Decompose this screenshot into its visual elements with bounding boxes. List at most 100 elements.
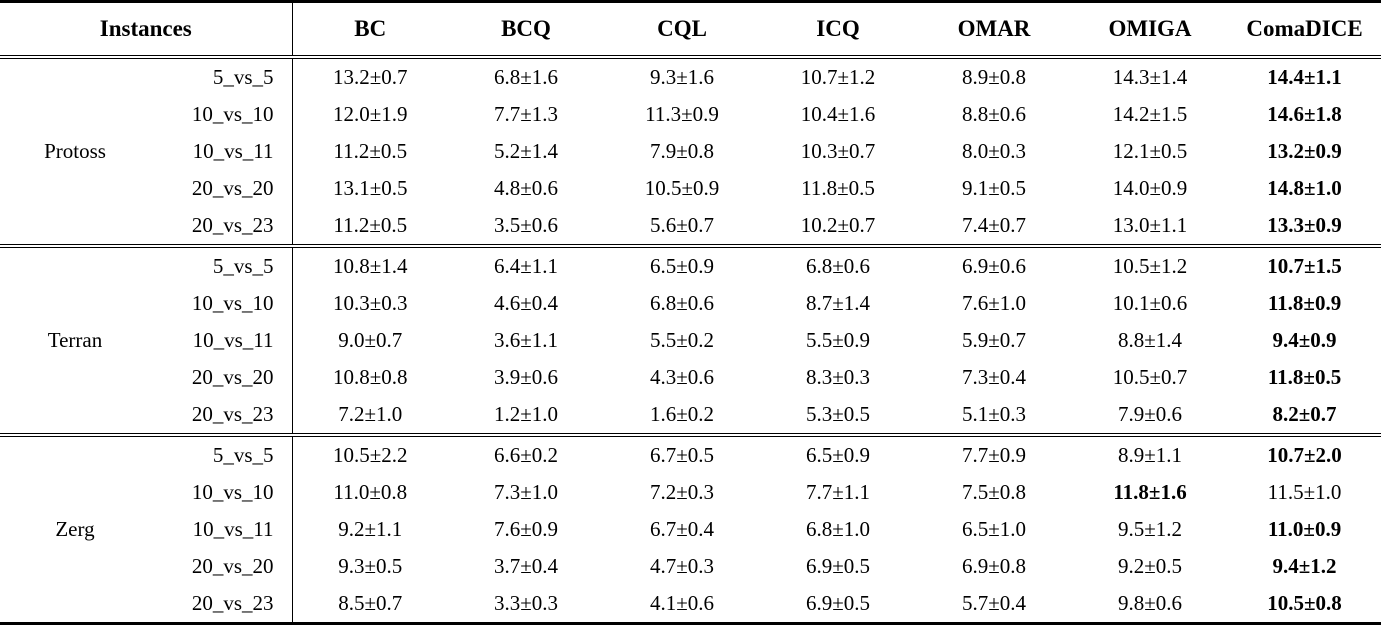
group-terran: Terran 5_vs_5 10.8±1.4 6.4±1.1 6.5±0.9 6.8±0.…	[0, 246, 1381, 435]
value-cell-comadice: 10.5±0.8	[1267, 591, 1342, 615]
value-cell-cql: 5.5±0.2	[650, 328, 715, 352]
table-row: 10_vs_11 9.0±0.7 3.6±1.1 5.5±0.2 5.5±0.9 5.9±…	[0, 322, 1381, 359]
table-row: 20_vs_20 10.8±0.8 3.9±0.6 4.3±0.6 8.3±0.3 7.3…	[0, 359, 1381, 396]
value-cell-omiga: 8.8±1.4	[1118, 328, 1183, 352]
value-cell-bc: 11.2±0.5	[333, 213, 408, 237]
value-cell-omiga: 14.2±1.5	[1112, 102, 1188, 126]
value-cell-omiga: 14.3±1.4	[1112, 65, 1188, 89]
value-cell-comadice: 11.0±0.9	[1267, 517, 1342, 541]
value-cell-cql: 5.6±0.7	[650, 213, 715, 237]
value-cell-comadice: 11.8±0.9	[1267, 291, 1342, 315]
instance-label: 10_vs_11	[150, 511, 293, 548]
header-row: Instances BC BCQ CQL ICQ OMAR OMIGA Coma…	[0, 1, 1381, 59]
value-cell-icq: 5.5±0.9	[806, 328, 871, 352]
value-cell-bcq: 3.9±0.6	[494, 365, 559, 389]
instance-label: 10_vs_10	[150, 96, 293, 133]
value-cell-comadice: 14.8±1.0	[1267, 176, 1342, 200]
table-row: 10_vs_10 10.3±0.3 4.6±0.4 6.8±0.6 8.7±1.4 7.6…	[0, 285, 1381, 322]
column-header-bcq: BCQ	[448, 1, 605, 59]
value-cell-bcq: 3.3±0.3	[494, 591, 559, 615]
instance-label: 20_vs_20	[150, 548, 293, 585]
value-cell-bc: 10.8±0.8	[333, 365, 408, 389]
table-row: 20_vs_23 7.2±1.0 1.2±1.0 1.6±0.2 5.3±0.5 5.1±…	[0, 396, 1381, 435]
value-cell-bcq: 6.6±0.2	[494, 443, 559, 467]
value-cell-bcq: 5.2±1.4	[494, 139, 559, 163]
value-cell-cql: 1.6±0.2	[650, 402, 715, 426]
value-cell-omiga: 11.8±1.6	[1113, 480, 1187, 504]
value-cell-omar: 7.4±0.7	[962, 213, 1027, 237]
value-cell-omiga: 13.0±1.1	[1112, 213, 1188, 237]
instance-label: 20_vs_23	[150, 396, 293, 435]
value-cell-omar: 5.9±0.7	[962, 328, 1027, 352]
value-cell-omar: 5.1±0.3	[962, 402, 1027, 426]
value-cell-icq: 6.8±0.6	[806, 254, 871, 278]
value-cell-omar: 7.3±0.4	[962, 365, 1027, 389]
value-cell-bc: 10.3±0.3	[333, 291, 408, 315]
value-cell-bc: 7.2±1.0	[338, 402, 403, 426]
value-cell-icq: 6.5±0.9	[806, 443, 871, 467]
value-cell-bcq: 7.6±0.9	[494, 517, 559, 541]
table-row: Zerg 5_vs_5 10.5±2.2 6.6±0.2 6.7±0.5 6.5±0.9 7…	[0, 435, 1381, 541]
value-cell-bc: 10.8±1.4	[333, 254, 408, 278]
value-cell-bc: 11.0±0.8	[333, 480, 408, 504]
value-cell-bcq: 4.8±0.6	[494, 176, 559, 200]
value-cell-omar: 6.9±0.6	[962, 254, 1027, 278]
value-cell-omar: 6.9±0.8	[962, 554, 1027, 578]
value-cell-bc: 8.5±0.7	[338, 591, 403, 615]
value-cell-comadice: 11.8±0.5	[1267, 365, 1342, 389]
value-cell-icq: 11.8±0.5	[801, 176, 875, 200]
instance-label: 20_vs_20	[150, 359, 293, 396]
value-cell-omar: 8.0±0.3	[962, 139, 1027, 163]
value-cell-bcq: 4.6±0.4	[494, 291, 559, 315]
value-cell-comadice: 9.4±0.9	[1272, 328, 1337, 352]
group-name-label: Zerg	[55, 517, 95, 541]
instances-column-header: Instances	[0, 1, 293, 59]
instance-label: 10_vs_11	[150, 133, 293, 170]
instance-label: 10_vs_10	[150, 474, 293, 511]
value-cell-comadice: 9.4±1.2	[1272, 554, 1337, 578]
value-cell-omar: 9.1±0.5	[962, 176, 1027, 200]
value-cell-comadice: 13.2±0.9	[1267, 139, 1342, 163]
table-row: 10_vs_10 12.0±1.9 7.7±1.3 11.3±0.9 10.4±1.6 8…	[0, 96, 1381, 133]
value-cell-cql: 6.8±0.6	[650, 291, 715, 315]
value-cell-cql: 7.9±0.8	[650, 139, 715, 163]
value-cell-icq: 10.3±0.7	[800, 139, 876, 163]
value-cell-omar: 7.6±1.0	[962, 291, 1027, 315]
instance-label: 5_vs_5	[150, 435, 293, 474]
value-cell-omiga: 9.2±0.5	[1118, 554, 1183, 578]
value-cell-omiga: 8.9±1.1	[1118, 443, 1183, 467]
value-cell-omar: 8.9±0.8	[962, 65, 1027, 89]
instance-label: 5_vs_5	[150, 57, 293, 96]
value-cell-omar: 7.5±0.8	[962, 480, 1027, 504]
value-cell-icq: 8.7±1.4	[806, 291, 871, 315]
value-cell-bc: 9.3±0.5	[338, 554, 403, 578]
value-cell-omar: 5.7±0.4	[962, 591, 1027, 615]
value-cell-bcq: 3.6±1.1	[494, 328, 559, 352]
column-header-comadice: ComaDICE	[1228, 1, 1381, 59]
group-name-label: Terran	[47, 328, 103, 352]
value-cell-bc: 13.1±0.5	[333, 176, 408, 200]
value-cell-bc: 9.0±0.7	[338, 328, 403, 352]
instance-label: 10_vs_11	[150, 322, 293, 359]
value-cell-icq: 10.4±1.6	[800, 102, 876, 126]
column-header-bc: BC	[292, 1, 449, 59]
value-cell-cql: 7.2±0.3	[650, 480, 715, 504]
table-row: 20_vs_23 8.5±0.7 3.3±0.3 4.1±0.6 6.9±0.5 5.7±…	[0, 585, 1381, 624]
value-cell-bcq: 3.5±0.6	[494, 213, 559, 237]
value-cell-bc: 11.2±0.5	[333, 139, 408, 163]
table-row: 10_vs_11 9.2±1.1 7.6±0.9 6.7±0.4 6.8±1.0 6.5±…	[0, 511, 1381, 548]
value-cell-cql: 4.7±0.3	[650, 554, 715, 578]
value-cell-cql: 11.3±0.9	[645, 102, 719, 126]
instance-label: 20_vs_20	[150, 170, 293, 207]
value-cell-icq: 5.3±0.5	[806, 402, 871, 426]
group-name-label: Protoss	[44, 139, 106, 163]
value-cell-comadice: 11.5±1.0	[1267, 480, 1342, 504]
value-cell-bcq: 1.2±1.0	[494, 402, 559, 426]
value-cell-icq: 6.8±1.0	[806, 517, 871, 541]
table-row: 10_vs_10 11.0±0.8 7.3±1.0 7.2±0.3 7.7±1.1 7.5…	[0, 474, 1381, 511]
value-cell-comadice: 14.6±1.8	[1267, 102, 1342, 126]
value-cell-comadice: 10.7±2.0	[1267, 443, 1342, 467]
value-cell-omiga: 12.1±0.5	[1112, 139, 1188, 163]
column-header-omiga: OMIGA	[1072, 1, 1229, 59]
